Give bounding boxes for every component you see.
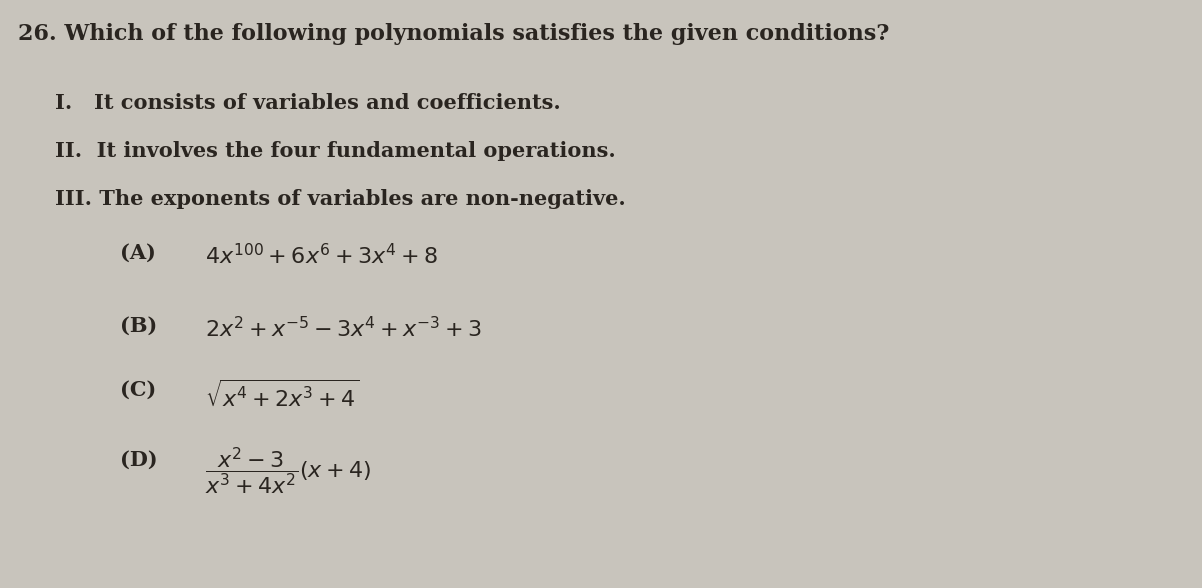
Text: (A): (A) — [120, 243, 156, 263]
Text: (C): (C) — [120, 380, 156, 400]
Text: (D): (D) — [120, 450, 157, 470]
Text: $2x^2 + x^{-5} - 3x^4 + x^{-3} + 3$: $2x^2 + x^{-5} - 3x^4 + x^{-3} + 3$ — [206, 316, 482, 341]
Text: III. The exponents of variables are non-negative.: III. The exponents of variables are non-… — [55, 189, 626, 209]
Text: $\dfrac{x^2 - 3}{x^3 + 4x^2}(x + 4)$: $\dfrac{x^2 - 3}{x^3 + 4x^2}(x + 4)$ — [206, 445, 371, 497]
Text: 26. Which of the following polynomials satisfies the given conditions?: 26. Which of the following polynomials s… — [18, 23, 889, 45]
Text: (B): (B) — [120, 316, 157, 336]
Text: II.  It involves the four fundamental operations.: II. It involves the four fundamental ope… — [55, 141, 615, 161]
Text: I.   It consists of variables and coefficients.: I. It consists of variables and coeffici… — [55, 93, 561, 113]
Text: $\sqrt{x^4 + 2x^3 + 4}$: $\sqrt{x^4 + 2x^3 + 4}$ — [206, 380, 359, 412]
Text: $4x^{100} + 6x^6 + 3x^4 + 8$: $4x^{100} + 6x^6 + 3x^4 + 8$ — [206, 243, 438, 268]
